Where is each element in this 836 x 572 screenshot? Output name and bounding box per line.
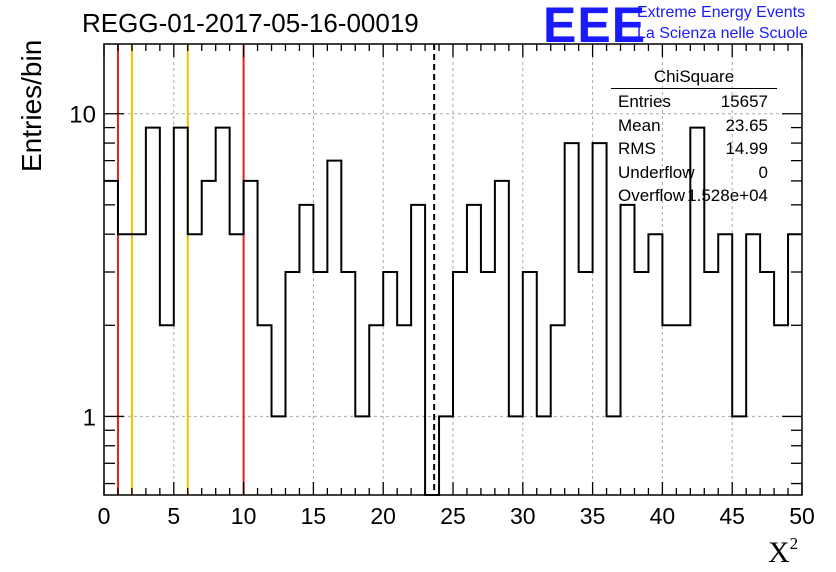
marker-lines bbox=[116, 44, 436, 495]
x-tick-label: 50 bbox=[789, 503, 815, 529]
stats-value: 23.65 bbox=[725, 115, 768, 135]
stats-row: Underflow 0 bbox=[611, 161, 777, 185]
x-tick-label: 35 bbox=[580, 503, 606, 529]
x-axis-label: X2 bbox=[768, 534, 799, 569]
x-tick-label: 5 bbox=[167, 503, 180, 529]
stats-value: 15657 bbox=[720, 92, 768, 111]
stats-key: Entries bbox=[618, 92, 671, 111]
stats-key: RMS bbox=[618, 139, 656, 158]
stats-box: ChiSquare Entries 15657 Mean 23.65 RMS 14.9… bbox=[611, 66, 777, 208]
axis-ticks bbox=[103, 44, 803, 495]
x-tick-label: 25 bbox=[440, 503, 466, 529]
eee-logo: EEE bbox=[543, 0, 647, 53]
stats-value: 14.99 bbox=[725, 139, 768, 158]
x-tick-label: 45 bbox=[719, 503, 745, 529]
stats-value: 1.528e+04 bbox=[687, 186, 768, 205]
stats-row: Mean 23.65 bbox=[611, 114, 777, 138]
stats-key: Mean bbox=[618, 115, 661, 135]
stats-key: Underflow bbox=[618, 162, 695, 182]
logo-line-1: Extreme Energy Events bbox=[637, 4, 806, 21]
stats-row: Entries 15657 bbox=[611, 90, 777, 114]
y-tick-label: 1 bbox=[83, 404, 96, 431]
stats-row: Overflow 1.528e+04 bbox=[611, 184, 777, 208]
y-axis-label: Entries/bin bbox=[16, 39, 47, 172]
x-tick-label: 10 bbox=[231, 503, 257, 529]
x-tick-label: 20 bbox=[370, 503, 396, 529]
y-tick-label: 10 bbox=[69, 102, 96, 129]
x-tick-label: 15 bbox=[301, 503, 327, 529]
logo-line-2: La Scienza nelle Scuole bbox=[637, 25, 808, 42]
stats-row: RMS 14.99 bbox=[611, 137, 777, 161]
axis-tick-labels: 0 5 10 15 20 25 30 35 40 45 50 1 10 bbox=[69, 102, 815, 529]
stats-value: 0 bbox=[758, 162, 768, 182]
histogram-series bbox=[104, 126, 802, 496]
x-tick-label: 30 bbox=[510, 503, 536, 529]
x-tick-label: 40 bbox=[650, 503, 676, 529]
x-tick-label: 0 bbox=[98, 503, 111, 529]
chart-title: REGG-01-2017-05-16-00019 bbox=[82, 8, 419, 38]
stats-key: Overflow bbox=[618, 186, 686, 205]
stats-title: ChiSquare bbox=[611, 66, 777, 89]
